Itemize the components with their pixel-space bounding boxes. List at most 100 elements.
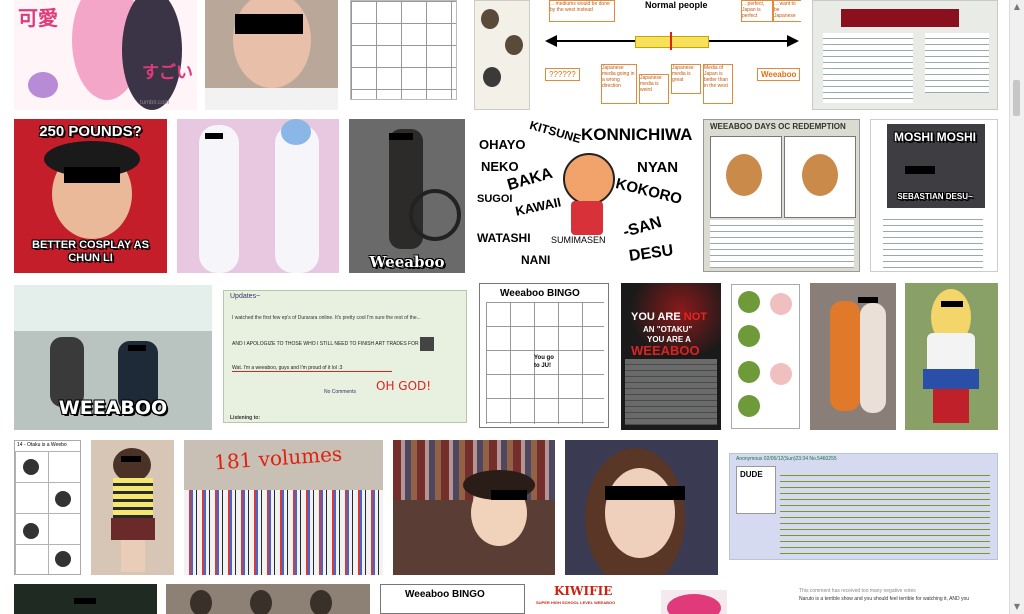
censor-bar (128, 345, 146, 351)
image-comic-strip-1[interactable] (474, 0, 530, 110)
word-nani: NANI (521, 253, 551, 267)
image-cosplay-pair[interactable] (810, 283, 896, 430)
censor-bar (491, 490, 527, 500)
comic-face-b (505, 35, 523, 55)
updates-quote: Wat. I'm a weeaboo, guys and I'm proud o… (232, 365, 392, 372)
image-row5-dark-1[interactable] (14, 584, 157, 614)
portrait-2 (250, 590, 272, 614)
image-weeaboo-spectrum[interactable]: Normal people ... mediums would be done … (543, 0, 801, 104)
comic-head-3 (23, 523, 39, 539)
censor-bar (941, 301, 963, 307)
word-ohayo: OHAYO (479, 137, 526, 152)
image-moshi-moshi-post[interactable]: MOSHI MOSHI SEBASTIAN DESU~ (870, 119, 998, 272)
volumes-text: 181 volumes (213, 441, 343, 475)
image-blog-updates[interactable]: Updates~ I watched the first few ep's of… (223, 290, 467, 423)
comic-text-block (710, 220, 854, 268)
kiwifie-sub: SUPER HIGH SCHOOL LEVEL WEEABOO (536, 600, 616, 605)
image-sailor-cosplay[interactable] (905, 283, 998, 430)
censor-bar (74, 598, 96, 604)
vertical-scrollbar[interactable]: ▲ ▼ (1009, 0, 1024, 614)
scroll-thumb[interactable] (1013, 80, 1020, 116)
spectrum-box-4: Media of Japan is better than in the wes… (703, 64, 733, 104)
image-otaku-comic[interactable]: 14 - Otaku is a Weebo (14, 440, 81, 575)
comic-head-2 (55, 491, 71, 507)
bingo-center: You go to JU! (534, 355, 554, 369)
comic-face-c (483, 67, 501, 87)
otaku-line-1: YOU ARE NOT (631, 311, 707, 323)
scroll-up-arrow-icon[interactable]: ▲ (1013, 2, 1021, 11)
otaku-line-2: AN "OTAKU" (643, 325, 693, 334)
image-250-pounds-meme[interactable]: 250 POUNDS? BETTER COSPLAY AS CHUN LI (14, 119, 167, 273)
updates-highlight: AND I APOLOGIZE TO THOSE WHO I STILL NEE… (232, 341, 419, 347)
censor-bar (905, 166, 935, 174)
image-comic-strip-green[interactable] (731, 284, 800, 429)
spectrum-right-label: Weeaboo (757, 68, 801, 81)
green-char-1 (738, 291, 760, 313)
bingo-grid (351, 1, 456, 99)
spectrum-title: Normal people (645, 0, 708, 10)
censor-bar (858, 297, 878, 303)
image-oc-redemption-comic[interactable]: WEEABOO DAYS OC REDEMPTION (703, 119, 860, 272)
kiwifie-title: KIWIFIE (554, 584, 613, 598)
cosplayer-left (199, 125, 239, 273)
image-japanese-words[interactable]: OHAYO KITSUNE KONNICHIWA NEKO BAKA NYAN … (475, 119, 692, 270)
image-weeaboo-bike[interactable]: Weeaboo (349, 119, 465, 273)
updates-text: I watched the first few ep's of Durarara… (232, 315, 421, 321)
moshi-title: MOSHI MOSHI (893, 130, 976, 144)
image-row5-pink[interactable] (661, 590, 727, 614)
comic-head-4 (55, 551, 71, 567)
censor-bar (389, 133, 413, 140)
image-weeaboo-bingo-2[interactable]: Weeaboo BINGO (380, 584, 525, 614)
comic-face-left (726, 154, 762, 196)
cosplayer-right-hair (281, 119, 311, 145)
lumpy-space-princess (28, 72, 58, 98)
image-train-weeaboo[interactable]: WEEABOO (14, 285, 212, 430)
manga-shelf (184, 490, 383, 575)
image-smiling-girl[interactable] (565, 440, 718, 575)
censor-bar (205, 133, 223, 139)
girl-legs (121, 540, 145, 572)
image-row5-yearbook[interactable] (166, 584, 370, 614)
otaku-text (625, 359, 717, 425)
green-char-4 (738, 395, 760, 417)
forum-sidebar (925, 33, 989, 93)
image-censored-face-1[interactable] (205, 0, 338, 110)
image-weeaboo-bingo[interactable]: Weeaboo BINGO You go to JU! (479, 283, 609, 428)
word-sugoi: SUGOI (477, 193, 513, 205)
scroll-down-arrow-icon[interactable]: ▼ (1013, 602, 1021, 611)
word-kokoro: KOKORO (613, 175, 684, 208)
otaku-comic-title: 14 - Otaku is a Weebo (17, 442, 67, 448)
image-181-volumes[interactable]: 181 volumes (184, 440, 383, 575)
image-4chan-post[interactable]: Anonymous 02/05/12(Sun)23:34 No.5460255 … (729, 453, 998, 560)
image-bingo-grid-1[interactable] (350, 0, 457, 100)
image-not-an-otaku[interactable]: YOU ARE NOT AN "OTAKU" YOU ARE A WEEABOO (621, 283, 721, 430)
otaku-line-4: WEEABOO (631, 343, 700, 358)
arrow-left-head (545, 35, 557, 47)
portrait-3 (310, 590, 332, 614)
image-striped-shirt-girl[interactable] (91, 440, 174, 575)
image-kiwifie[interactable]: KIWIFIE SUPER HIGH SCHOOL LEVEL WEEABOO (536, 584, 650, 614)
meme-top-text: 250 POUNDS? (39, 123, 142, 140)
image-row5-comments[interactable]: This comment has received too many negat… (737, 584, 998, 614)
train-caption: WEEABOO (58, 397, 168, 419)
moshi-photo (887, 124, 985, 208)
pink-shape (667, 594, 721, 614)
censor-bar (121, 456, 141, 462)
image-kawaii-anime-girls[interactable]: 可愛 すごい tumblr.com (14, 0, 197, 110)
image-forum-screenshot-1[interactable] (812, 0, 998, 110)
passenger-a (50, 337, 84, 407)
censor-bar (605, 486, 685, 500)
image-eva-cosplay[interactable] (177, 119, 339, 273)
censor-bar (235, 14, 303, 34)
comic-face-a (481, 9, 499, 29)
word-konnichiwa: KONNICHIWA (581, 125, 692, 144)
forum-caption-strip (205, 88, 338, 110)
spectrum-box-1: Japanese media going in a wrong directio… (601, 64, 637, 104)
word-desu: DESU (627, 241, 675, 266)
comment-line-1: This comment has received too many negat… (799, 588, 916, 594)
dude-text: DUDE (740, 470, 763, 479)
image-figure-collection[interactable] (393, 440, 555, 575)
girl-hair (113, 448, 151, 482)
green-char-3 (738, 361, 760, 383)
train-windows (14, 285, 212, 331)
